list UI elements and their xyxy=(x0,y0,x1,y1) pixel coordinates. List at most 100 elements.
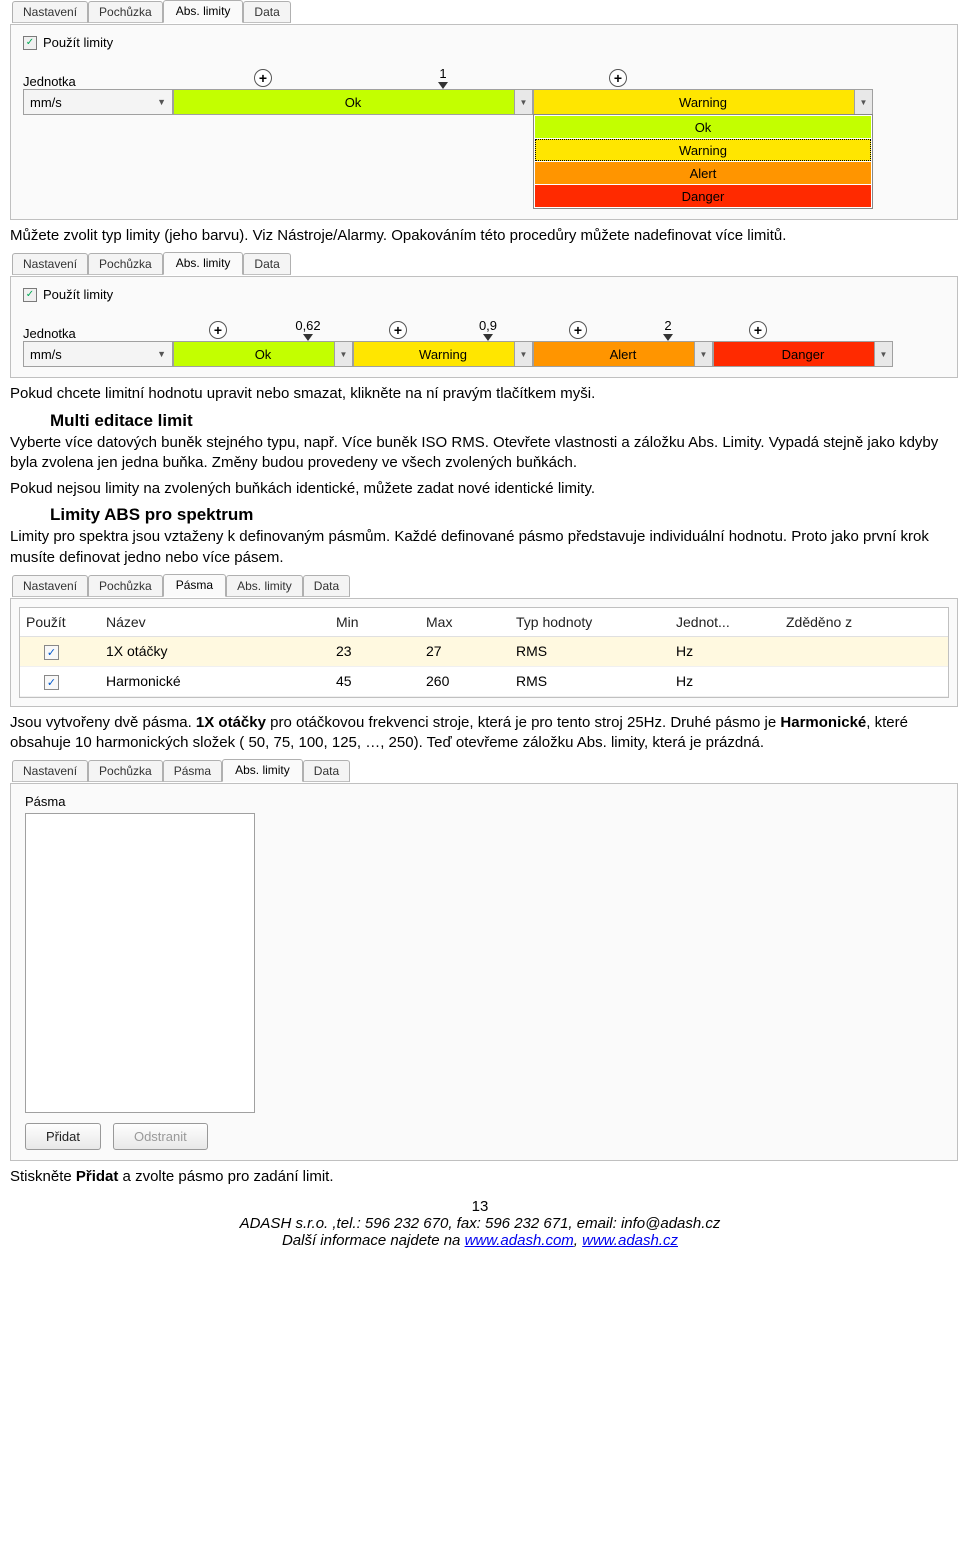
t4b: a zvolte pásmo pro zadání limit. xyxy=(118,1168,333,1185)
row1-min: 23 xyxy=(330,637,420,665)
footer-line1: ADASH s.r.o. ,tel.: 596 232 670, fax: 59… xyxy=(240,1215,621,1232)
p4-tab-nastaveni[interactable]: Nastavení xyxy=(12,760,88,782)
band-dd-icon[interactable]: ▼ xyxy=(514,90,532,114)
p3-tab-pasma[interactable]: Pásma xyxy=(163,574,226,597)
add-button[interactable]: Přidat xyxy=(25,1123,101,1150)
tab-nastaveni[interactable]: Nastavení xyxy=(12,1,88,23)
p2-unit-value: mm/s xyxy=(30,347,62,362)
col-pouzit[interactable]: Použít xyxy=(20,608,100,636)
p4-tab-abs-limity[interactable]: Abs. limity xyxy=(222,759,303,782)
col-zdedeno[interactable]: Zděděno z xyxy=(780,608,910,636)
pasma-listbox[interactable] xyxy=(25,813,255,1113)
band-ok-label: Ok xyxy=(345,95,362,110)
panel2: ✓ Použít limity Jednotka + 0,62 + 0,9 + … xyxy=(10,276,958,378)
p2-band-warning[interactable]: Warning ▼ xyxy=(353,341,533,367)
dd-item-warning[interactable]: Warning xyxy=(535,139,871,161)
p2-marker-2: 0,9 xyxy=(479,318,497,333)
footer-link-1[interactable]: www.adash.com xyxy=(465,1232,574,1249)
p2-add-icon-2[interactable]: + xyxy=(389,321,407,339)
p4-tab-data[interactable]: Data xyxy=(303,760,350,782)
p2-band-dd-2[interactable]: ▼ xyxy=(514,342,532,366)
unit-label: Jednotka xyxy=(23,74,173,89)
p2-caret-1-icon[interactable] xyxy=(303,334,313,341)
marker-value: 1 xyxy=(439,66,446,81)
p2-unit-select[interactable]: mm/s ▼ xyxy=(23,341,173,367)
p2-use-limits-checkbox[interactable]: ✓ xyxy=(23,288,37,302)
p2-tab-abs-limity[interactable]: Abs. limity xyxy=(163,252,244,275)
band-dd-icon-2[interactable]: ▼ xyxy=(854,90,872,114)
p3-tab-abs-limity[interactable]: Abs. limity xyxy=(226,575,303,597)
p2-band-alert[interactable]: Alert ▼ xyxy=(533,341,713,367)
band-ok[interactable]: Ok ▼ xyxy=(173,89,533,115)
use-limits-checkbox[interactable]: ✓ xyxy=(23,36,37,50)
p2-tab-pochuzka[interactable]: Pochůzka xyxy=(88,253,163,275)
p2-band-ok[interactable]: Ok ▼ xyxy=(173,341,353,367)
tab-data[interactable]: Data xyxy=(243,1,290,23)
marker-caret-icon[interactable] xyxy=(438,82,448,89)
p2-band-dd-3[interactable]: ▼ xyxy=(694,342,712,366)
remove-button: Odstranit xyxy=(113,1123,208,1150)
band-warning-label: Warning xyxy=(679,95,727,110)
p2-tab-data[interactable]: Data xyxy=(243,253,290,275)
row2-zd xyxy=(780,675,910,687)
p2-band-ok-label: Ok xyxy=(255,347,272,362)
panel1-tabs: Nastavení Pochůzka Abs. limity Data xyxy=(12,0,960,23)
footer-link-2[interactable]: www.adash.cz xyxy=(582,1232,678,1249)
p2-caret-2-icon[interactable] xyxy=(483,334,493,341)
t3a: Jsou vytvořeny dvě pásma. xyxy=(10,714,196,731)
panel3-tabs: Nastavení Pochůzka Pásma Abs. limity Dat… xyxy=(12,574,960,597)
col-min[interactable]: Min xyxy=(330,608,420,636)
p3-tab-nastaveni[interactable]: Nastavení xyxy=(12,575,88,597)
dd-item-ok[interactable]: Ok xyxy=(535,116,871,138)
p4-tab-pasma[interactable]: Pásma xyxy=(163,760,222,782)
p2-band-dd-1[interactable]: ▼ xyxy=(334,342,352,366)
col-max[interactable]: Max xyxy=(420,608,510,636)
row2-checkbox[interactable]: ✓ xyxy=(44,675,59,690)
p2-add-icon-4[interactable]: + xyxy=(749,321,767,339)
tab-abs-limity[interactable]: Abs. limity xyxy=(163,0,244,23)
p2-add-icon-3[interactable]: + xyxy=(569,321,587,339)
paragraph-2: Pokud chcete limitní hodnotu upravit neb… xyxy=(10,384,950,404)
p3-tab-data[interactable]: Data xyxy=(303,575,350,597)
add-marker-icon[interactable]: + xyxy=(254,69,272,87)
t3b: pro otáčkovou frekvenci stroje, která je… xyxy=(266,714,780,731)
add-marker-icon-2[interactable]: + xyxy=(609,69,627,87)
paragraph-multi-1: Vyberte více datových buněk stejného typ… xyxy=(10,433,950,474)
dd-item-alert[interactable]: Alert xyxy=(535,162,871,184)
band-warning[interactable]: Warning ▼ xyxy=(533,89,873,115)
row2-typ: RMS xyxy=(510,667,670,695)
table-header: Použít Název Min Max Typ hodnoty Jednot.… xyxy=(20,608,948,637)
footer-sep: , xyxy=(574,1232,582,1249)
row2-max: 260 xyxy=(420,667,510,695)
col-typ[interactable]: Typ hodnoty xyxy=(510,608,670,636)
p2-add-icon-1[interactable]: + xyxy=(209,321,227,339)
t3bold1: 1X otáčky xyxy=(196,714,266,731)
p3-tab-pochuzka[interactable]: Pochůzka xyxy=(88,575,163,597)
table-row[interactable]: ✓ Harmonické 45 260 RMS Hz xyxy=(20,667,948,697)
p2-unit-label: Jednotka xyxy=(23,326,173,341)
p2-band-danger[interactable]: Danger ▼ xyxy=(713,341,893,367)
paragraph-4: Stiskněte Přidat a zvolte pásmo pro zadá… xyxy=(10,1167,950,1187)
unit-select[interactable]: mm/s ▼ xyxy=(23,89,173,115)
p2-tab-nastaveni[interactable]: Nastavení xyxy=(12,253,88,275)
tab-pochuzka[interactable]: Pochůzka xyxy=(88,1,163,23)
heading-abs: Limity ABS pro spektrum xyxy=(50,505,950,525)
p4-tab-pochuzka[interactable]: Pochůzka xyxy=(88,760,163,782)
t4bold: Přidat xyxy=(76,1168,119,1185)
heading-multi: Multi editace limit xyxy=(50,411,950,431)
col-jednot[interactable]: Jednot... xyxy=(670,608,780,636)
page-footer: 13 ADASH s.r.o. ,tel.: 596 232 670, fax:… xyxy=(0,1198,960,1249)
panel4-tabs: Nastavení Pochůzka Pásma Abs. limity Dat… xyxy=(12,759,960,782)
band-dropdown[interactable]: Ok Warning Alert Danger xyxy=(533,114,873,209)
row1-name: 1X otáčky xyxy=(100,637,330,665)
row1-checkbox[interactable]: ✓ xyxy=(44,645,59,660)
p2-band-dd-4[interactable]: ▼ xyxy=(874,342,892,366)
row1-max: 27 xyxy=(420,637,510,665)
p2-caret-3-icon[interactable] xyxy=(663,334,673,341)
dd-item-danger[interactable]: Danger xyxy=(535,185,871,207)
col-nazev[interactable]: Název xyxy=(100,608,330,636)
p2-use-limits-label: Použít limity xyxy=(43,287,113,302)
table-row[interactable]: ✓ 1X otáčky 23 27 RMS Hz xyxy=(20,637,948,667)
paragraph-abs: Limity pro spektra jsou vztaženy k defin… xyxy=(10,527,950,568)
pasma-label: Pásma xyxy=(25,794,943,809)
